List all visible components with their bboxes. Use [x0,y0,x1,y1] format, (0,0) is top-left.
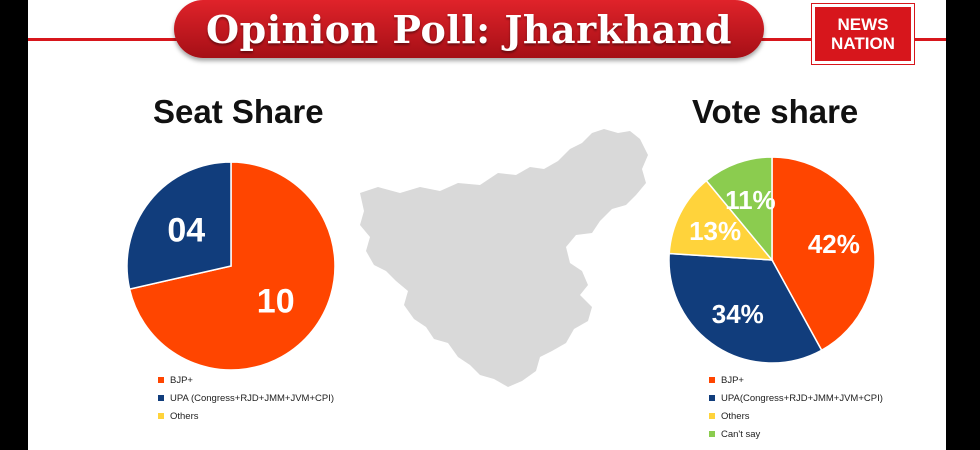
legend-item: Can't say [709,425,883,443]
pie-slice-label: 34% [712,299,764,329]
pie-slice-label: 10 [257,283,295,321]
legend-swatch [158,395,164,401]
legend-swatch [158,413,164,419]
page-title: Opinion Poll: Jharkhand [206,6,732,52]
pie-slice [668,179,774,261]
pie-slice [771,156,876,352]
jharkhand-map [330,125,670,390]
logo-line-2: NATION [831,34,895,53]
seat-share-pie: 10 04 [126,161,336,371]
seat-share-title: Seat Share [153,93,324,130]
pie-slice [126,161,232,291]
pie-slice [128,161,336,371]
legend-label: BJP+ [721,374,744,386]
legend-label: Others [721,410,750,422]
pie-slice [705,156,773,263]
vote-share-legend: BJP+ UPA(Congress+RJD+JMM+JVM+CPI) Others C… [709,371,883,443]
legend-swatch [709,377,715,383]
title-banner: Opinion Poll: Jharkhand [174,0,764,58]
legend-swatch [709,395,715,401]
legend-swatch [709,431,715,437]
pie-slice-label: 13% [689,216,741,246]
legend-swatch [158,377,164,383]
pie-slice-label: 11% [725,185,776,215]
legend-label: Others [170,410,199,422]
vote-share-pie: 42% 34% 13%11% [668,156,876,364]
logo-line-1: NEWS [837,15,889,34]
legend-item: UPA(Congress+RJD+JMM+JVM+CPI) [709,389,883,407]
legend-label: UPA(Congress+RJD+JMM+JVM+CPI) [721,392,883,404]
seat-share-legend: BJP+ UPA (Congress+RJD+JMM+JVM+CPI) Others [158,371,334,425]
legend-item: BJP+ [158,371,334,389]
legend-label: BJP+ [170,374,193,386]
legend-item: UPA (Congress+RJD+JMM+JVM+CPI) [158,389,334,407]
news-nation-logo: NEWS NATION [811,3,915,65]
pie-slice-label: 04 [167,211,205,249]
legend-label: Can't say [721,428,761,440]
legend-item: Others [158,407,334,425]
jharkhand-map-shape [360,129,648,387]
pie-slice [668,252,823,364]
legend-item: BJP+ [709,371,883,389]
legend-label: UPA (Congress+RJD+JMM+JVM+CPI) [170,392,335,404]
vote-share-title: Vote share [692,93,859,130]
legend-item: Others [709,407,883,425]
pie-slice-label: 42% [808,229,860,259]
legend-swatch [709,413,715,419]
